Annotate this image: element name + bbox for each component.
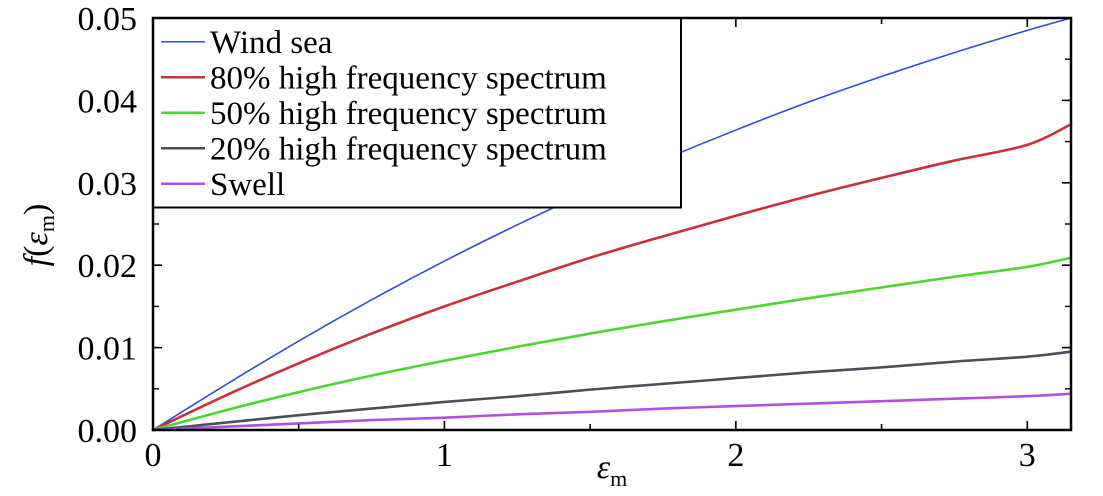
legend-label-5: Swell — [210, 167, 285, 203]
y-tick-label-3: 0.03 — [78, 166, 138, 203]
legend-label-4: 20% high frequency spectrum — [210, 131, 607, 167]
legend-box — [152, 17, 682, 209]
plot-frame — [151, 16, 1073, 432]
x-tick-label-6: 3 — [1019, 437, 1036, 474]
x-tick-label-0: 0 — [145, 437, 162, 474]
series-line-4 — [151, 350, 1073, 432]
x-tick-label-4: 2 — [727, 437, 744, 474]
series-line-5 — [151, 392, 1073, 432]
legend-label-2: 80% high frequency spectrum — [210, 60, 607, 96]
series-line-3 — [151, 256, 1073, 432]
y-axis-label: f(εm) — [18, 204, 59, 267]
y-tick-label-0: 0.00 — [78, 413, 138, 450]
legend-label-3: 50% high frequency spectrum — [210, 96, 607, 132]
series-line-2 — [151, 123, 1073, 432]
x-axis-label: εm — [597, 449, 628, 491]
legend-label-1: Wind sea — [210, 25, 333, 61]
x-axis-label-epsilon: ε — [597, 449, 611, 486]
y-tick-label-2: 0.02 — [78, 248, 138, 285]
y-axis-label-epsilon: ε — [18, 232, 55, 246]
y-axis-label-close-paren: ) — [18, 204, 55, 215]
y-axis-label-open-paren: ( — [18, 246, 55, 257]
x-axis-label-subscript: m — [610, 466, 627, 491]
x-tick-label-2: 1 — [436, 437, 453, 474]
y-tick-label-4: 0.04 — [78, 83, 138, 120]
y-tick-label-5: 0.05 — [78, 1, 138, 38]
y-tick-label-1: 0.01 — [78, 331, 138, 368]
y-axis-label-subscript: m — [34, 215, 59, 232]
